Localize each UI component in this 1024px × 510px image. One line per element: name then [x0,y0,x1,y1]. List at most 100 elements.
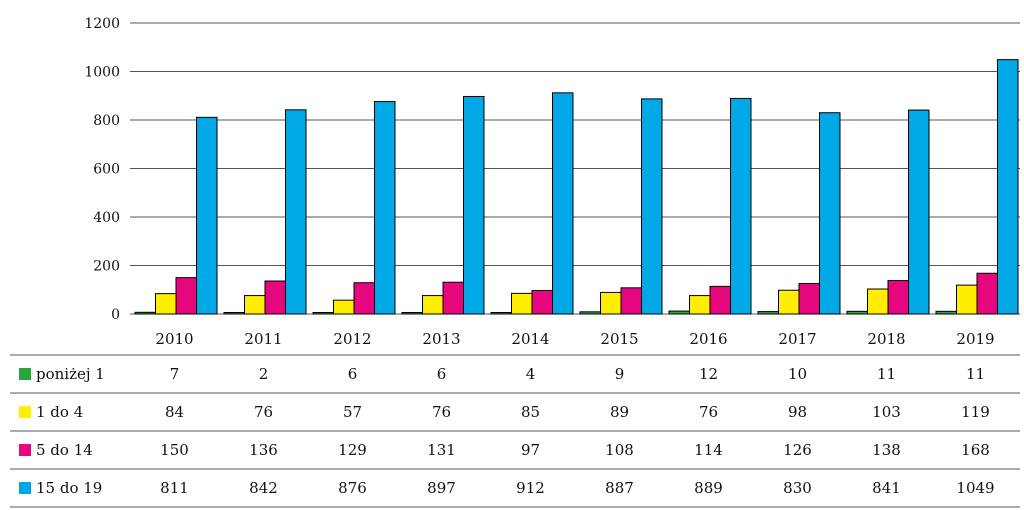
legend-label: poniżej 1 [36,365,105,383]
table-cell: 129 [338,441,367,459]
y-tick-label: 0 [111,307,120,323]
table-cell: 89 [610,403,629,421]
y-tick-label: 1000 [84,65,120,81]
bar-15-do-19-2013 [463,95,485,315]
bar-15-do-19-2011 [285,109,307,315]
bar-5-do-14-2014 [531,289,553,315]
table-cell: 103 [872,403,901,421]
bar-poniżej-1-2019 [935,310,957,315]
table-cell: 12 [699,365,718,383]
bar-15-do-19-2019 [997,59,1019,315]
table-cell: 98 [788,403,807,421]
x-tick-label: 2013 [422,330,460,348]
bar-15-do-19-2015 [641,98,663,315]
table-cell: 889 [694,479,723,497]
bar-1-do-4-2012 [333,299,355,315]
y-tick-label: 1200 [84,16,120,32]
bar-15-do-19-2012 [374,101,396,315]
table-cell: 57 [343,403,362,421]
bar-15-do-19-2014 [552,92,574,315]
bar-5-do-14-2011 [264,280,286,315]
bar-1-do-4-2014 [511,292,533,315]
table-cell: 150 [160,441,189,459]
bar-5-do-14-2015 [620,287,642,315]
table-cell: 897 [427,479,456,497]
bar-poniżej-1-2012 [312,312,334,315]
bar-poniżej-1-2011 [223,312,245,315]
table-cell: 76 [699,403,718,421]
bar-poniżej-1-2018 [846,310,868,315]
bar-5-do-14-2018 [887,280,909,315]
table-cell: 76 [432,403,451,421]
y-tick-label: 600 [93,162,120,178]
table-cell: 131 [427,441,456,459]
table-cell: 108 [605,441,634,459]
bar-5-do-14-2010 [175,277,197,315]
bar-poniżej-1-2014 [490,312,512,315]
bar-1-do-4-2019 [956,284,978,315]
bar-poniżej-1-2013 [401,312,423,315]
table-cell: 9 [615,365,625,383]
bar-1-do-4-2017 [778,289,800,315]
bar-5-do-14-2013 [442,281,464,315]
table-cell: 168 [961,441,990,459]
bar-1-do-4-2016 [689,295,711,315]
table-cell: 6 [437,365,447,383]
x-tick-label: 2019 [956,330,994,348]
y-tick-label: 400 [93,210,120,226]
table-cell: 830 [783,479,812,497]
table-cell: 1049 [956,479,994,497]
legend-label: 1 do 4 [36,403,83,421]
table-cell: 11 [966,365,985,383]
table-cell: 811 [160,479,189,497]
table-cell: 85 [521,403,540,421]
table-cell: 876 [338,479,367,497]
x-tick-label: 2016 [689,330,727,348]
table-cell: 6 [348,365,358,383]
table-cell: 97 [521,441,540,459]
x-tick-label: 2017 [778,330,816,348]
bar-poniżej-1-2017 [757,311,779,315]
bar-1-do-4-2018 [867,288,889,315]
x-tick-label: 2012 [333,330,371,348]
table-cell: 138 [872,441,901,459]
bar-15-do-19-2010 [196,116,218,315]
bar-poniżej-1-2015 [579,311,601,315]
y-tick-label: 200 [93,259,120,275]
legend-swatch [19,368,31,380]
legend-label: 15 do 19 [36,479,102,497]
x-tick-label: 2010 [155,330,193,348]
table-cell: 119 [961,403,990,421]
x-tick-label: 2011 [244,330,282,348]
bar-1-do-4-2013 [422,295,444,315]
bar-1-do-4-2015 [600,291,622,315]
table-cell: 7 [170,365,180,383]
x-tick-label: 2014 [511,330,549,348]
table-cell: 126 [783,441,812,459]
bar-5-do-14-2012 [353,282,375,315]
legend-swatch [19,406,31,418]
legend-swatch [19,482,31,494]
table-cell: 842 [249,479,278,497]
bar-poniżej-1-2010 [134,311,156,315]
table-cell: 136 [249,441,278,459]
y-tick-label: 800 [93,113,120,129]
x-tick-label: 2018 [867,330,905,348]
table-cell: 11 [877,365,896,383]
table-cell: 84 [165,403,184,421]
bar-15-do-19-2018 [908,109,930,315]
table-cell: 76 [254,403,273,421]
bar-1-do-4-2011 [244,295,266,315]
bar-1-do-4-2010 [155,293,177,315]
table-cell: 114 [694,441,723,459]
table-cell: 4 [526,365,536,383]
bar-5-do-14-2019 [976,272,998,315]
x-tick-label: 2015 [600,330,638,348]
bar-5-do-14-2016 [709,285,731,315]
bar-15-do-19-2016 [730,97,752,315]
table-cell: 10 [788,365,807,383]
legend-label: 5 do 14 [36,441,93,459]
table-cell: 2 [259,365,269,383]
table-cell: 912 [516,479,545,497]
table-cell: 841 [872,479,901,497]
